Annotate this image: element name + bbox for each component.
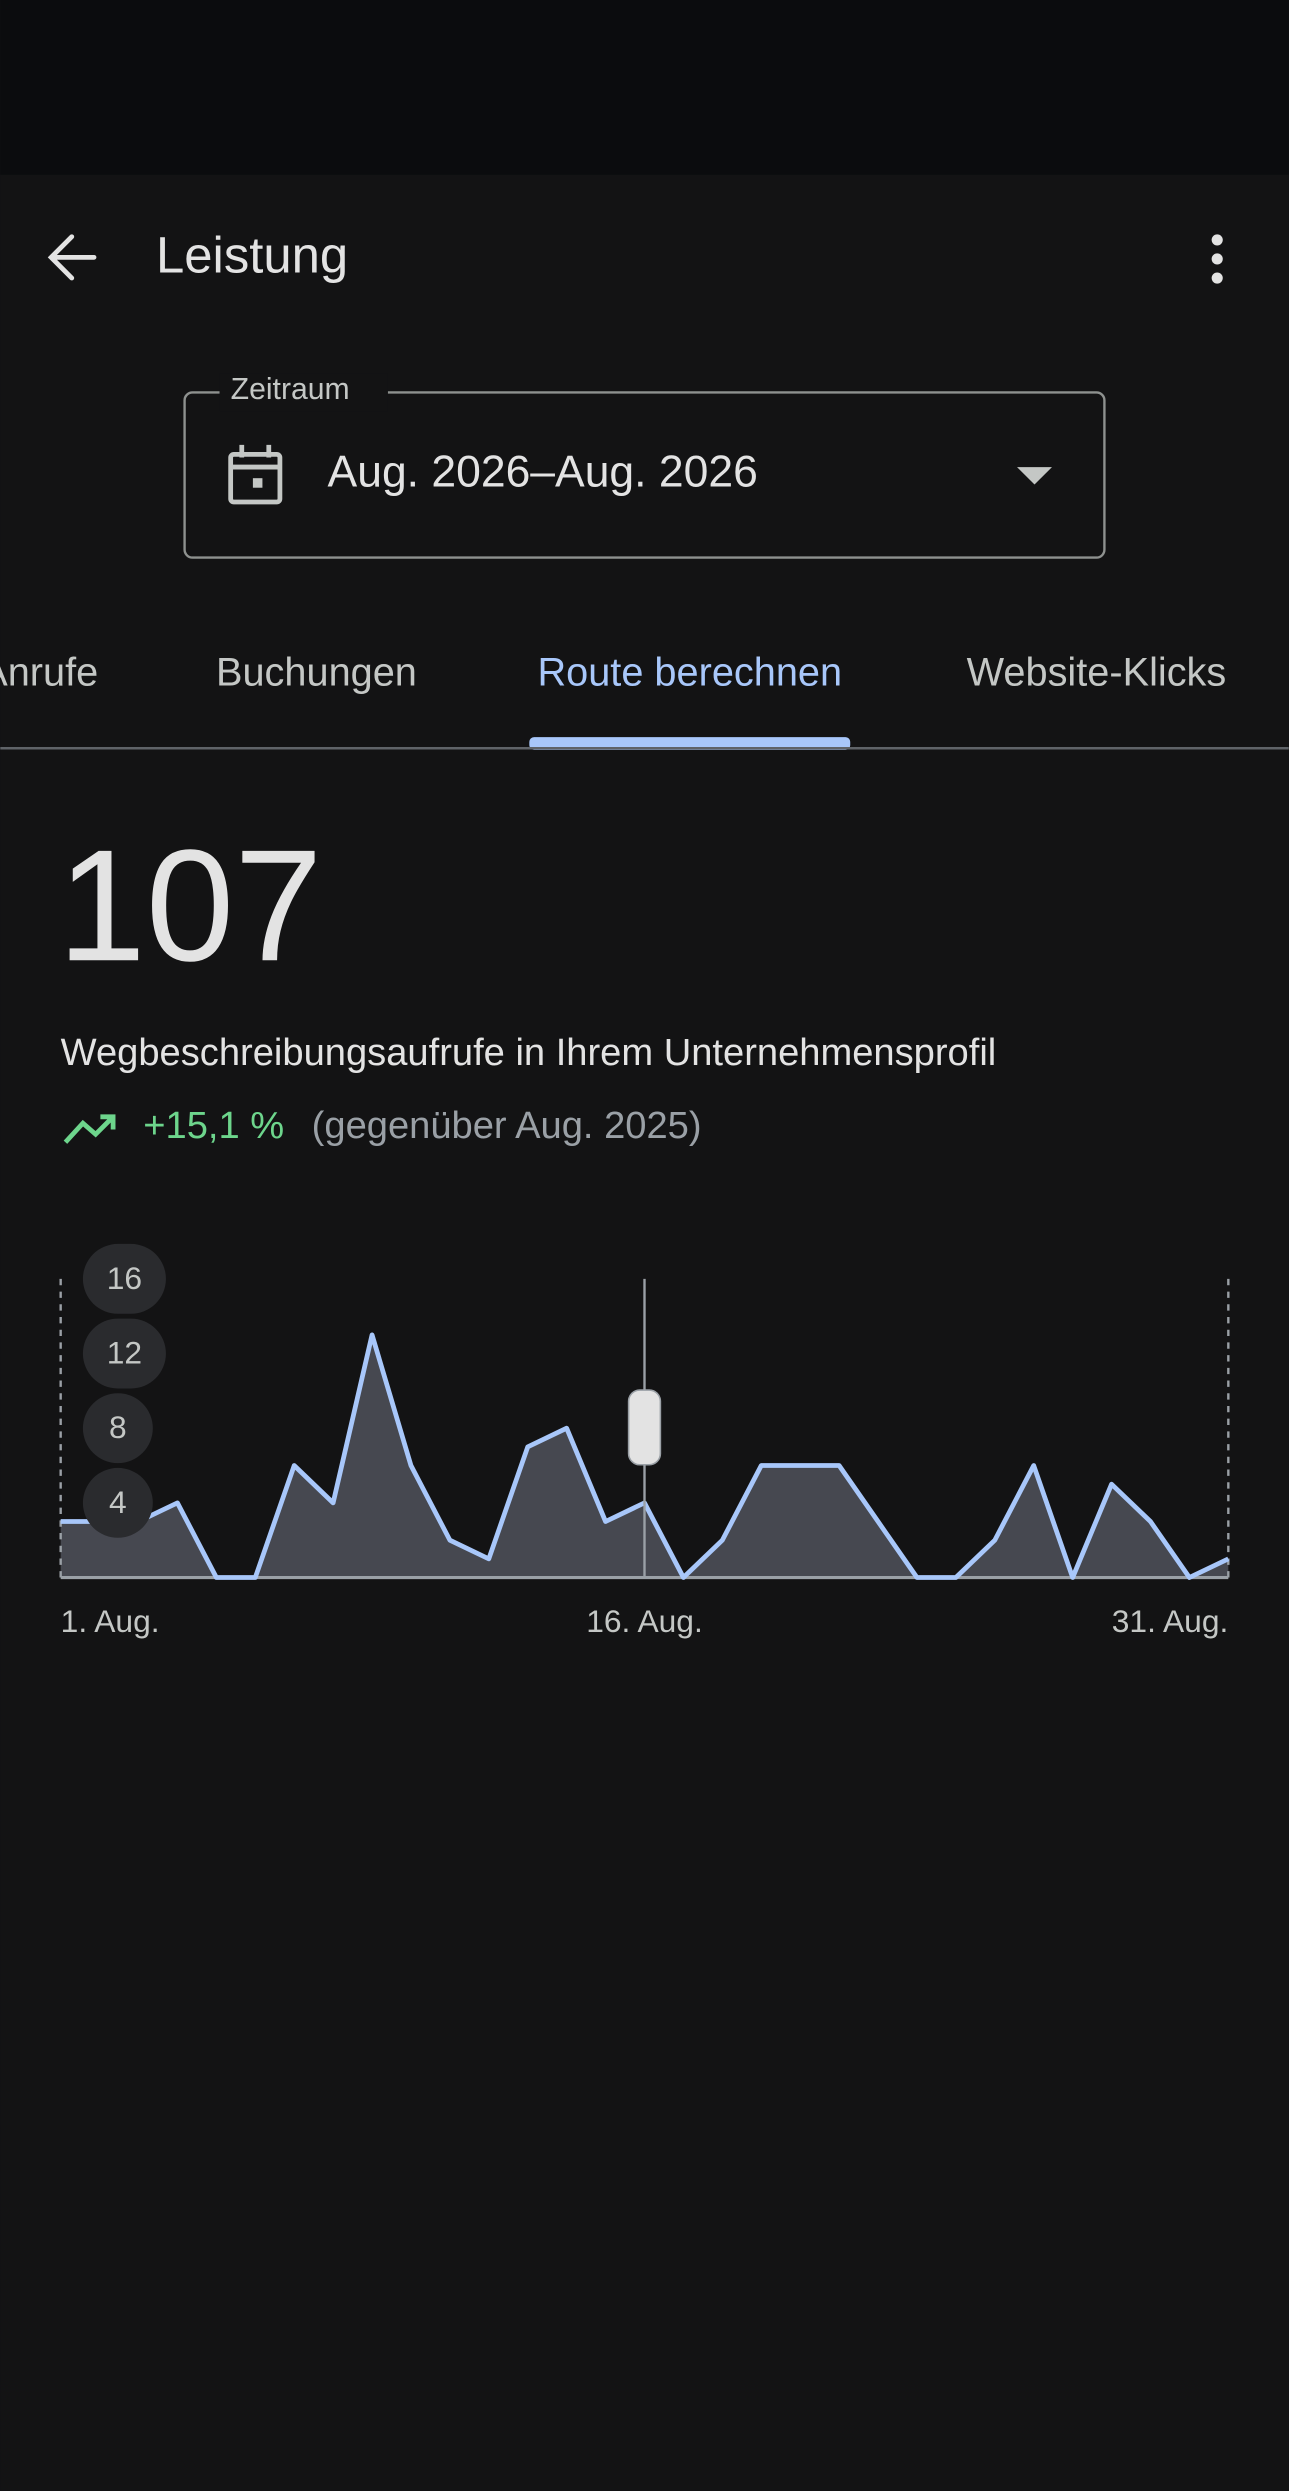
- field-value: Aug. 2026–Aug. 2026: [328, 448, 758, 497]
- tab-bar: Anrufe Buchungen Route berechnen Website…: [0, 651, 1289, 750]
- chart: 4 8 12 16 1. Aug. 16. Aug. 31. Aug.: [59, 1243, 1230, 1639]
- calendar-dot: [252, 478, 263, 488]
- field-outline: [183, 391, 1106, 559]
- label-gap: [219, 373, 388, 412]
- dot: [1211, 253, 1223, 265]
- y-tick-badge: [82, 1243, 166, 1314]
- y-tick-badge: [82, 1467, 153, 1538]
- tab[interactable]: Website-Klicks: [967, 651, 1227, 695]
- dot: [1211, 234, 1223, 246]
- y-tick-badge: [82, 1393, 153, 1464]
- y-tick-label: 16: [107, 1260, 142, 1296]
- x-tick-label: 1. Aug.: [61, 1603, 160, 1639]
- calendar-body: [228, 451, 283, 505]
- tab[interactable]: Anrufe: [0, 651, 98, 695]
- tab[interactable]: Buchungen: [216, 651, 417, 695]
- more-button[interactable]: [1211, 234, 1223, 284]
- dot: [1211, 272, 1223, 284]
- calendar-lines: [230, 444, 280, 470]
- page-title: Leistung: [156, 226, 348, 283]
- y-tick-badge: [82, 1318, 166, 1389]
- status-bar: [0, 0, 1289, 175]
- back-button[interactable]: [47, 234, 97, 281]
- x-tick-label: 31. Aug.: [1112, 1603, 1229, 1639]
- metric-description: Wegbeschreibungsaufrufe in Ihrem Unterne…: [61, 1031, 997, 1074]
- date-field[interactable]: Zeitraum Aug. 2026–Aug. 2026: [183, 373, 1106, 559]
- back-arrow: [47, 234, 97, 281]
- calendar-icon: [228, 444, 283, 505]
- metric-comparison: (gegenüber Aug. 2025): [312, 1104, 702, 1147]
- y-tick-label: 4: [109, 1484, 127, 1520]
- trend-icon: [63, 1114, 116, 1144]
- metric-change: +15,1 %: [143, 1104, 284, 1147]
- y-tick-label: 8: [109, 1409, 127, 1445]
- field-label: Zeitraum: [231, 373, 350, 406]
- cursor-handle[interactable]: [627, 1389, 662, 1466]
- tab-selected[interactable]: Route berechnen: [537, 651, 842, 695]
- tab-indicator: [529, 737, 851, 750]
- y-tick-label: 12: [107, 1335, 142, 1371]
- x-tick-label: 16. Aug.: [586, 1603, 703, 1639]
- metric-value: 107: [57, 816, 322, 994]
- dropdown-arrow: [1017, 467, 1052, 485]
- area-fill: [60, 1334, 1229, 1578]
